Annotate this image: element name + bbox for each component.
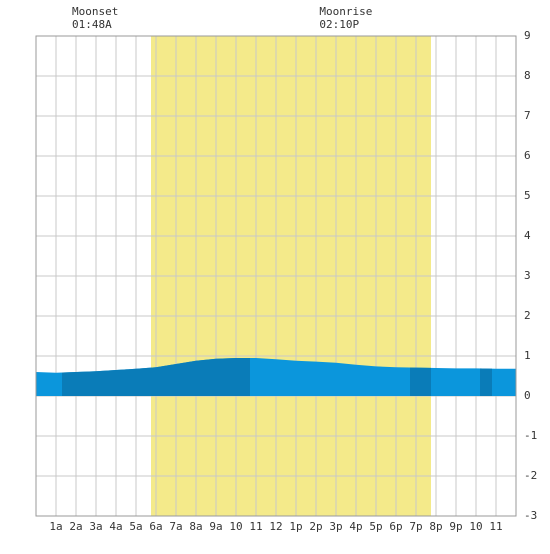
event-label: Moonrise: [319, 5, 372, 18]
x-tick-label: 2a: [69, 520, 82, 533]
event-time: 02:10P: [319, 18, 359, 31]
x-tick-label: 3a: [89, 520, 102, 533]
x-tick-label: 8a: [189, 520, 202, 533]
y-tick-label: 8: [524, 69, 531, 82]
y-tick-label: 4: [524, 229, 531, 242]
event-label: Moonset: [72, 5, 118, 18]
y-tick-label: 9: [524, 29, 531, 42]
x-tick-label: 1a: [49, 520, 62, 533]
x-tick-label: 7a: [169, 520, 182, 533]
y-tick-label: 5: [524, 189, 531, 202]
event-time: 01:48A: [72, 18, 112, 31]
x-tick-label: 7p: [409, 520, 422, 533]
y-tick-label: -1: [524, 429, 537, 442]
x-tick-label: 9p: [449, 520, 462, 533]
x-tick-label: 2p: [309, 520, 322, 533]
x-tick-label: 11: [249, 520, 262, 533]
x-tick-label: 10: [469, 520, 482, 533]
x-tick-label: 1p: [289, 520, 302, 533]
x-tick-label: 3p: [329, 520, 342, 533]
y-tick-label: 7: [524, 109, 531, 122]
x-tick-label: 9a: [209, 520, 222, 533]
x-tick-label: 8p: [429, 520, 442, 533]
y-tick-label: 2: [524, 309, 531, 322]
x-tick-label: 10: [229, 520, 242, 533]
x-tick-label: 6a: [149, 520, 162, 533]
y-tick-label: 0: [524, 389, 531, 402]
x-tick-label: 6p: [389, 520, 402, 533]
y-tick-label: -2: [524, 469, 537, 482]
x-tick-label: 5a: [129, 520, 142, 533]
plot-border: [35, 35, 517, 517]
x-tick-label: 12: [269, 520, 282, 533]
x-tick-label: 11: [489, 520, 502, 533]
y-tick-label: -3: [524, 509, 537, 522]
y-tick-label: 1: [524, 349, 531, 362]
x-tick-label: 4a: [109, 520, 122, 533]
x-tick-label: 5p: [369, 520, 382, 533]
y-tick-label: 6: [524, 149, 531, 162]
y-tick-label: 3: [524, 269, 531, 282]
x-tick-label: 4p: [349, 520, 362, 533]
